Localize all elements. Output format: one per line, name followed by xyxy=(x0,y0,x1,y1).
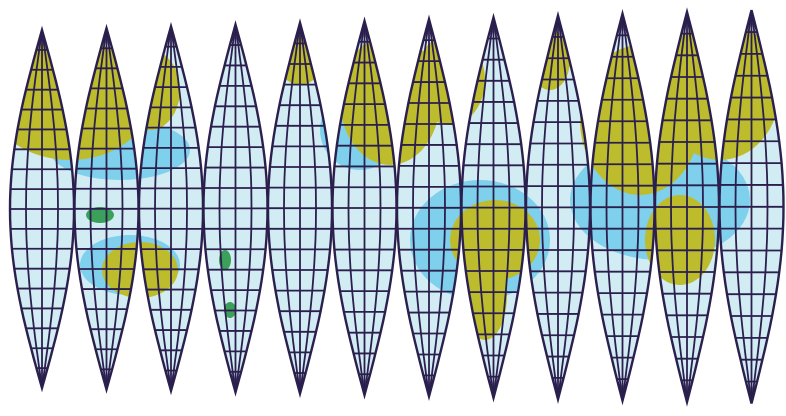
meridian xyxy=(25,29,43,389)
meridian xyxy=(363,20,382,396)
meridian xyxy=(412,19,430,397)
meridian xyxy=(541,15,559,400)
meridian xyxy=(750,10,769,404)
meridian xyxy=(492,17,511,398)
meridian xyxy=(621,13,640,401)
meridian xyxy=(170,26,188,391)
meridian xyxy=(299,22,317,394)
meridian xyxy=(89,28,108,390)
meridian xyxy=(154,26,172,391)
meridian xyxy=(105,28,124,390)
gore-outline xyxy=(266,18,334,399)
meridian xyxy=(41,29,59,389)
meridian xyxy=(428,19,446,397)
gore-outlines xyxy=(8,7,785,407)
gore-outline xyxy=(718,9,785,404)
gore-outline xyxy=(202,20,269,397)
gore-outline xyxy=(653,7,721,407)
gore-outline xyxy=(524,10,592,404)
meridian xyxy=(734,10,753,404)
meridian xyxy=(283,22,301,394)
gore-outline xyxy=(137,21,205,396)
meridian xyxy=(605,13,624,401)
meridian xyxy=(557,15,575,400)
meridian xyxy=(234,24,253,393)
meridian xyxy=(347,20,366,396)
meridian xyxy=(670,11,688,403)
gore-outline xyxy=(460,12,527,403)
meridian xyxy=(686,11,704,403)
gore-outline xyxy=(8,25,76,393)
gore-outline xyxy=(395,14,463,402)
meridian xyxy=(476,17,495,398)
meridian xyxy=(218,24,237,393)
gore-outline xyxy=(589,9,656,406)
gore-outline xyxy=(73,23,140,394)
land xyxy=(645,195,715,285)
graticule xyxy=(10,10,784,404)
gore-outline xyxy=(331,16,398,400)
